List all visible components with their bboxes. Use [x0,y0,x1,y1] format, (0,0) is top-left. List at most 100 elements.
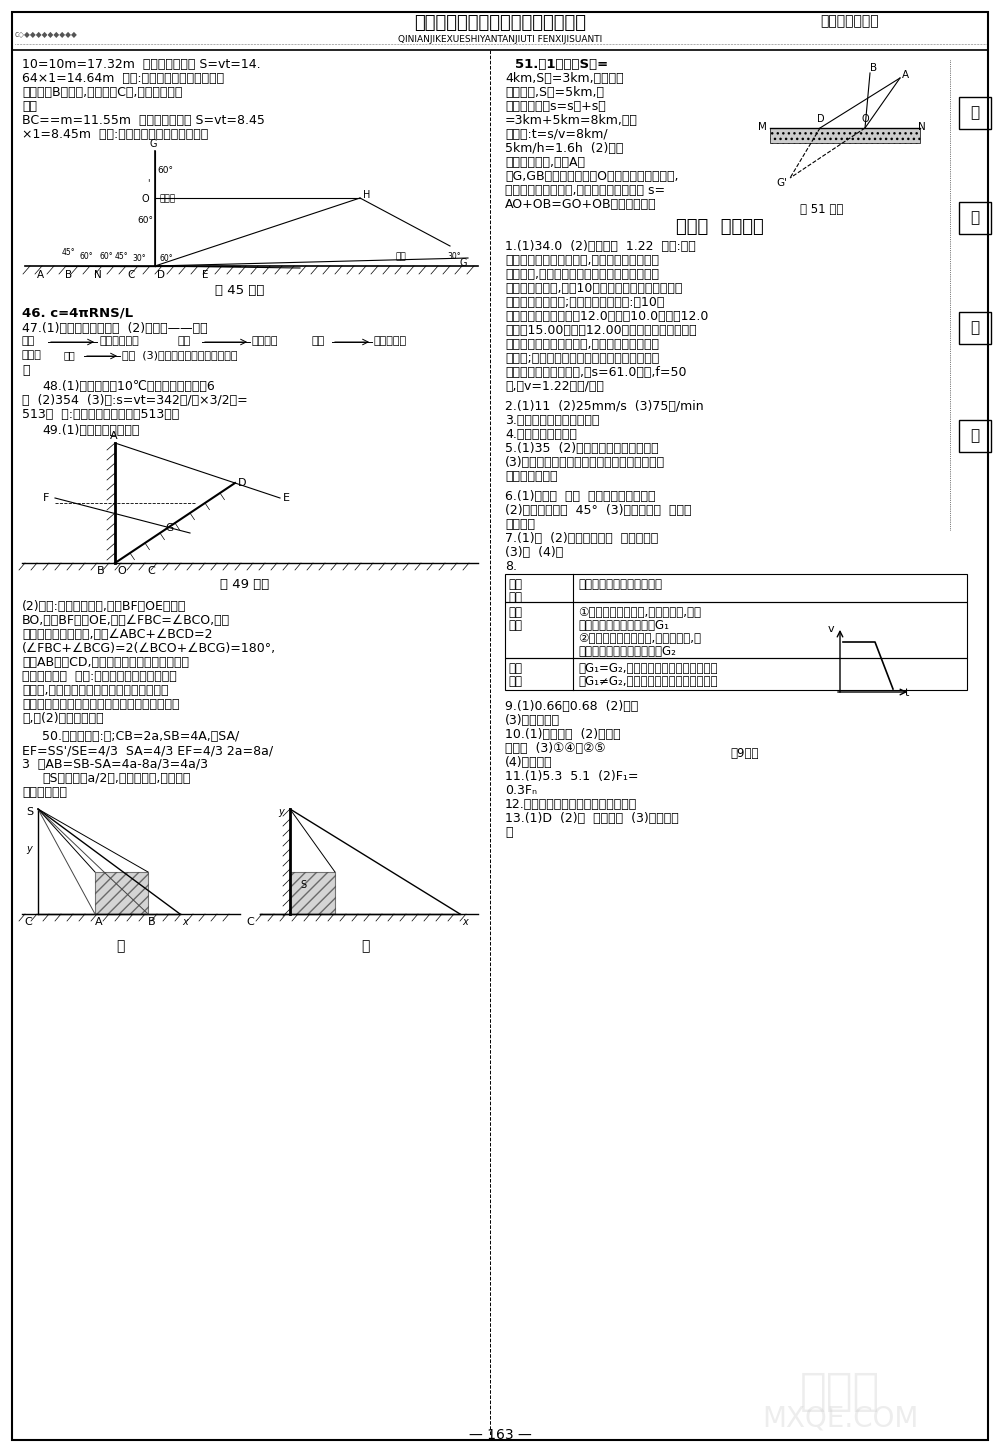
Text: B: B [65,270,72,280]
Text: O: O [141,195,149,203]
Text: 第三章  运动和力: 第三章 运动和力 [676,218,764,235]
Text: 蜘牛爬行的路程分别为12.0毫米、10.0毫米、12.0: 蜘牛爬行的路程分别为12.0毫米、10.0毫米、12.0 [505,309,708,323]
Text: 决问题的,对学生的综合分析能力要求较高。通: 决问题的,对学生的综合分析能力要求较高。通 [505,267,659,280]
Bar [505,658,967,690]
Text: 过对图片的观察,每隆10秒蜘牛平行行进的距离可从: 过对图片的观察,每隆10秒蜘牛平行行进的距离可从 [505,282,682,295]
Text: 大脑皮层啡: 大脑皮层啡 [374,336,407,346]
Text: 第 45 题图: 第 45 题图 [215,283,265,296]
Text: H: H [363,190,370,201]
Text: A: A [902,70,909,80]
Text: 啡觉神经: 啡觉神经 [252,336,278,346]
Text: 题: 题 [970,211,980,225]
Text: (4)碰撞速度: (4)碰撞速度 [505,756,553,769]
Text: 8.: 8. [505,559,517,572]
Text: 弹簧测力计、橡皮泥、细线: 弹簧测力计、橡皮泥、细线 [578,578,662,591]
Text: 啡觉神经末梢: 啡觉神经末梢 [100,336,140,346]
Text: 米  (2)354  (3)解:s=vt=342米/秒×3/2秒=: 米 (2)354 (3)解:s=vt=342米/秒×3/2秒= [22,394,248,407]
Text: =3km+5km=8km,所需: =3km+5km=8km,所需 [505,113,638,126]
Text: 9.(1)0.66～0.68  (2)车速: 9.(1)0.66～0.68 (2)车速 [505,700,638,713]
Text: 地面: 地面 [395,251,406,262]
Text: 刺激: 刺激 [177,336,190,346]
Text: C: C [246,917,254,927]
Bar [505,602,967,658]
Text: y: y [26,844,32,854]
Text: N: N [94,270,102,280]
Text: 30°: 30° [132,254,146,263]
Text: x: x [462,917,468,927]
Text: 学角度的关系来对生活中的光学现象进行解释证: 学角度的关系来对生活中的光学现象进行解释证 [22,697,180,711]
Text: D: D [238,478,246,488]
Text: v: v [828,623,835,634]
Text: 当S向右移动a/2时,如图乙位置,正方体右: 当S向右移动a/2时,如图乙位置,正方体右 [42,772,190,785]
Bar [505,574,967,602]
Text: E: E [202,270,208,280]
Text: 形成: 形成 [64,350,76,360]
Text: MXQE.COM: MXQE.COM [762,1405,918,1433]
Text: 30°: 30° [447,251,461,262]
Text: F: F [43,493,49,503]
Text: 故: 故 [22,365,30,376]
Text: 这段路程所需的总时间,因s=61.0毫米,f=50: 这段路程所需的总时间,因s=61.0毫米,f=50 [505,366,686,379]
Text: t: t [905,689,909,697]
Text: 明,第(2)问难度较大。: 明,第(2)问难度较大。 [22,712,104,725]
Text: 11.(1)5.3  5.1  (2)F₁=: 11.(1)5.3 5.1 (2)F₁= [505,770,639,783]
Text: 步骤: 步骤 [508,619,522,632]
Text: 513米  答:此人和山崖的距离为513米。: 513米 答:此人和山崖的距离为513米。 [22,408,179,421]
Text: 甲: 甲 [116,939,124,953]
Text: 孟建平系列丛书: 孟建平系列丛书 [820,15,879,28]
Text: 49.(1)光路图如右图所示: 49.(1)光路图如右图所示 [42,424,139,437]
Text: D: D [157,270,165,280]
Text: 第9题图: 第9题图 [730,747,759,760]
Text: x: x [182,917,188,927]
Text: 51.（1）解：S甲=: 51.（1）解：S甲= [515,58,608,71]
Text: 弹簧测力计测量出它的重力G₂: 弹簧测力计测量出它的重力G₂ [578,645,676,658]
Text: 5km/h=1.6h  (2)将河: 5km/h=1.6h (2)将河 [505,142,623,155]
Text: 专: 专 [970,105,980,121]
Text: 岘看做平面镜,作出A的: 岘看做平面镜,作出A的 [505,155,585,169]
Text: 所以AB平行CD,因此经过两次反射后的反射光: 所以AB平行CD,因此经过两次反射后的反射光 [22,655,189,668]
Text: 47.(1)皮肤、鼻、眼、舌  (2)橘香味——鼻腔: 47.(1)皮肤、鼻、眼、舌 (2)橘香味——鼻腔 [22,323,208,336]
Text: 上。若从B点开始,光束照到C点,不能照到平面: 上。若从B点开始,光束照到C点,不能照到平面 [22,86,182,99]
Text: 探究: 探究 [508,606,522,619]
Text: 定理可知,S丙=5km,小: 定理可知,S丙=5km,小 [505,86,604,99]
Text: 分析: 分析 [508,663,522,676]
Text: 所選: 所選 [508,578,522,591]
Text: 若G₁=G₂,则重力大小与物体的形状无关: 若G₁=G₂,则重力大小与物体的形状无关 [578,663,718,676]
Text: (2)证明:光路图如右图,因为BF与OE都垂直: (2)证明:光路图如右图,因为BF与OE都垂直 [22,600,186,613]
Text: 验误差  (3)①④或②⑤: 验误差 (3)①④或②⑤ [505,742,606,756]
Text: G: G [460,259,468,267]
Text: 七年级科学实验探究题、分析计算题: 七年级科学实验探究题、分析计算题 [414,15,586,32]
Text: 5.(1)35  (2)刹车方式二（或方式二）: 5.(1)35 (2)刹车方式二（或方式二） [505,442,659,455]
Text: ×1=8.45m  结论:不能再次射到运动的小车上: ×1=8.45m 结论:不能再次射到运动的小车上 [22,128,208,141]
Text: C: C [127,270,134,280]
Text: 刺激: 刺激 [22,336,35,346]
Text: 为入射角等于反射角,所以∠ABC+∠BCD=2: 为入射角等于反射角,所以∠ABC+∠BCD=2 [22,628,212,641]
Text: A: A [37,270,44,280]
Text: 根据平面镜成像特点,与两点之间直线最短 s=: 根据平面镜成像特点,与两点之间直线最短 s= [505,185,665,198]
Text: 3  则AB=SB-SA=4a-8a/3=4a/3: 3 则AB=SB-SA=4a-8a/3=4a/3 [22,758,208,772]
Text: 是通过对图形的观察分析,获取有用的信息来解: 是通过对图形的观察分析,获取有用的信息来解 [505,254,659,267]
Text: AO+OB=GO+OB为最短路线。: AO+OB=GO+OB为最短路线。 [505,198,657,211]
Text: B: B [97,567,105,575]
Text: BC==m=11.55m  而小车经过距离 S=vt=8.45: BC==m=11.55m 而小车经过距离 S=vt=8.45 [22,113,265,126]
Text: 秒,则v=1.22毫米/秒。: 秒,则v=1.22毫米/秒。 [505,381,604,392]
Text: 1.(1)34.0  (2)变速直线  1.22  解析:本题: 1.(1)34.0 (2)变速直线 1.22 解析:本题 [505,240,696,253]
Bar [290,872,335,914]
Text: 答案圈: 答案圈 [800,1370,880,1412]
Text: (3)乙车造成的破坏程度更大。因为此时车的动: (3)乙车造成的破坏程度更大。因为此时车的动 [505,456,665,469]
Text: 第 49 题图: 第 49 题图 [220,578,270,591]
Text: 像G,GB与河岘的交点为O。根据光的反射知识,: 像G,GB与河岘的交点为O。根据光的反射知识, [505,170,678,183]
Text: (3)低  (4)下: (3)低 (4)下 [505,546,563,559]
Text: 破: 破 [970,429,980,443]
Text: — 163 —: — 163 — [469,1428,531,1441]
Text: 线会返向射回  解析:本题考查了学生的光学作: 线会返向射回 解析:本题考查了学生的光学作 [22,670,177,683]
Text: 45°: 45° [115,251,129,262]
Text: B: B [148,917,156,927]
Text: 平面镜: 平面镜 [160,195,176,203]
Text: B: B [870,62,877,73]
Text: 6.(1)偏转角  速度  抓铁饭（合理即可）: 6.(1)偏转角 速度 抓铁饭（合理即可） [505,490,656,503]
Text: 图能力,同时考查了学生在运用反射定律和数: 图能力,同时考查了学生在运用反射定律和数 [22,684,168,697]
Text: EF=SS'/SE=4/3  SA=4/3 EF=4/3 2a=8a/: EF=SS'/SE=4/3 SA=4/3 EF=4/3 2a=8a/ [22,744,273,757]
Text: 镜上: 镜上 [22,100,37,113]
Text: 簧测力计测量出它的重力G₁: 簧测力计测量出它的重力G₁ [578,619,669,632]
